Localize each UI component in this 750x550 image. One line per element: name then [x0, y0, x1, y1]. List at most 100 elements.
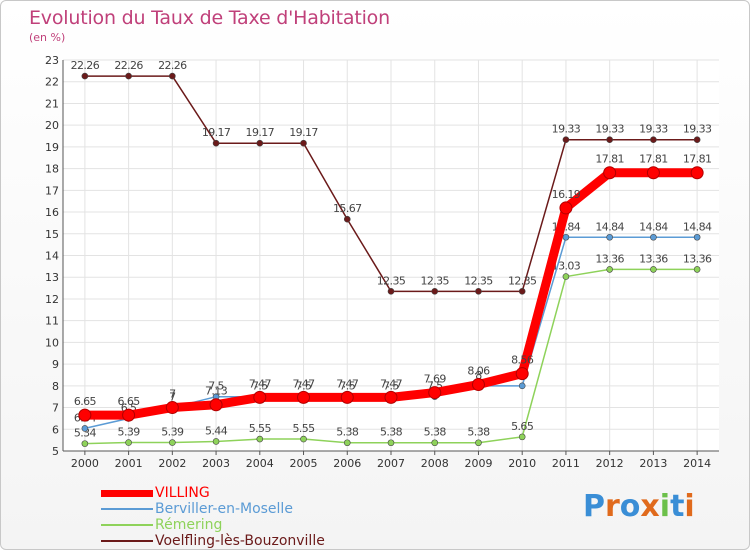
data-point-r-mering: [518, 433, 526, 441]
data-label-voelfling-l-s-bouzonville: 19.17: [289, 126, 318, 139]
legend-item-remering: Rémering: [101, 517, 325, 533]
y-tick-label: 11: [45, 315, 59, 328]
data-label-r-mering: 5.55: [249, 422, 272, 435]
data-label-r-mering: 5.38: [380, 426, 403, 439]
data-label-voelfling-l-s-bouzonville: 19.33: [552, 123, 581, 136]
y-tick-label: 6: [52, 423, 59, 436]
data-point-voelfling-l-s-bouzonville: [431, 288, 439, 295]
legend: VILLING Berviller-en-Moselle Rémering Vo…: [101, 485, 325, 549]
data-label-berviller-en-moselle: 7.5: [296, 380, 312, 393]
logo-letter: x: [640, 489, 660, 524]
data-label-villing: 7.47: [292, 377, 315, 390]
data-point-voelfling-l-s-bouzonville: [343, 215, 351, 223]
data-point-villing: [428, 386, 442, 400]
legend-swatch-remering: [101, 524, 153, 526]
data-label-berviller-en-moselle: 14.84: [639, 220, 668, 233]
data-label-berviller-en-moselle: 7.5: [252, 380, 268, 393]
data-label-berviller-en-moselle: 7: [169, 391, 176, 404]
data-label-r-mering: 13.36: [639, 252, 668, 265]
y-tick-label: 5: [52, 445, 59, 458]
data-label-voelfling-l-s-bouzonville: 15.67: [333, 202, 362, 215]
data-label-villing: 7.47: [380, 377, 403, 390]
data-point-villing: [253, 390, 267, 404]
y-tick-label: 7: [52, 402, 59, 415]
y-tick-label: 16: [45, 206, 59, 219]
logo-letter: i: [684, 489, 695, 524]
data-point-voelfling-l-s-bouzonville: [256, 139, 264, 147]
data-label-voelfling-l-s-bouzonville: 12.35: [420, 274, 449, 287]
y-tick-label: 13: [45, 271, 59, 284]
x-tick-label: 2000: [71, 457, 99, 470]
data-point-voelfling-l-s-bouzonville: [169, 72, 176, 80]
y-tick-label: 21: [45, 97, 59, 110]
legend-item-voelfling: Voelfling-lès-Bouzonville: [101, 533, 325, 549]
data-point-villing: [559, 201, 573, 215]
data-point-r-mering: [431, 439, 439, 447]
unit-label: (en %): [29, 31, 66, 44]
legend-label-villing: VILLING: [155, 485, 210, 501]
data-point-villing: [471, 378, 485, 392]
data-point-r-mering: [475, 439, 482, 447]
data-label-villing: 17.81: [595, 153, 624, 166]
legend-swatch-voelfling: [101, 540, 153, 542]
data-point-r-mering: [169, 439, 176, 446]
data-point-villing: [603, 166, 617, 180]
data-point-villing: [646, 166, 660, 180]
data-label-berviller-en-moselle: 14.84: [683, 220, 712, 233]
legend-label-remering: Rémering: [155, 517, 223, 533]
y-tick-label: 8: [52, 380, 59, 393]
data-label-villing: 16.19: [552, 188, 581, 201]
legend-item-villing: VILLING: [101, 485, 325, 501]
data-label-berviller-en-moselle: 14.84: [595, 220, 624, 233]
data-label-r-mering: 5.55: [292, 422, 315, 435]
data-label-r-mering: 5.34: [74, 427, 97, 440]
data-label-voelfling-l-s-bouzonville: 19.17: [246, 126, 275, 139]
data-point-villing: [384, 390, 398, 404]
data-label-villing: 7.47: [249, 377, 272, 390]
data-label-villing: 8.06: [467, 365, 490, 378]
data-label-voelfling-l-s-bouzonville: 19.33: [683, 123, 712, 136]
data-point-villing: [165, 401, 179, 415]
x-tick-label: 2001: [115, 457, 143, 470]
data-label-r-mering: 5.38: [336, 426, 359, 439]
x-tick-label: 2011: [552, 457, 580, 470]
data-point-villing: [78, 408, 92, 422]
data-point-villing: [209, 398, 223, 412]
y-tick-label: 10: [45, 336, 59, 349]
y-tick-label: 18: [45, 163, 59, 176]
data-label-voelfling-l-s-bouzonville: 12.35: [464, 274, 493, 287]
data-label-voelfling-l-s-bouzonville: 12.35: [377, 274, 406, 287]
data-point-r-mering: [212, 438, 220, 445]
data-point-voelfling-l-s-bouzonville: [387, 288, 395, 295]
legend-swatch-villing: [101, 489, 153, 497]
data-point-voelfling-l-s-bouzonville: [562, 136, 570, 144]
data-point-r-mering: [125, 439, 132, 446]
x-tick-label: 2007: [377, 457, 405, 470]
proxiti-logo: Proxiti: [583, 489, 695, 524]
data-point-r-mering: [81, 440, 89, 447]
data-label-berviller-en-moselle: 8: [475, 369, 482, 382]
data-label-r-mering: 5.44: [205, 424, 228, 437]
logo-letter: r: [605, 489, 620, 524]
data-label-r-mering: 5.38: [424, 426, 447, 439]
data-point-r-mering: [562, 273, 570, 280]
data-label-r-mering: 13.36: [683, 252, 712, 265]
data-point-berviller-en-moselle: [606, 233, 613, 241]
data-label-r-mering: 5.65: [511, 420, 534, 433]
data-label-voelfling-l-s-bouzonville: 12.35: [508, 274, 537, 287]
data-label-voelfling-l-s-bouzonville: 22.26: [158, 59, 187, 72]
x-tick-label: 2003: [202, 457, 230, 470]
data-label-r-mering: 5.39: [118, 426, 141, 439]
data-label-villing: 7.13: [205, 385, 228, 398]
x-tick-label: 2013: [639, 457, 667, 470]
data-label-voelfling-l-s-bouzonville: 19.33: [639, 123, 668, 136]
data-point-villing: [515, 367, 529, 381]
data-point-berviller-en-moselle: [650, 233, 657, 241]
data-point-voelfling-l-s-bouzonville: [81, 72, 89, 80]
x-tick-label: 2014: [683, 457, 711, 470]
data-point-r-mering: [387, 439, 395, 447]
data-label-voelfling-l-s-bouzonville: 22.26: [114, 59, 143, 72]
logo-letter: i: [659, 489, 671, 524]
